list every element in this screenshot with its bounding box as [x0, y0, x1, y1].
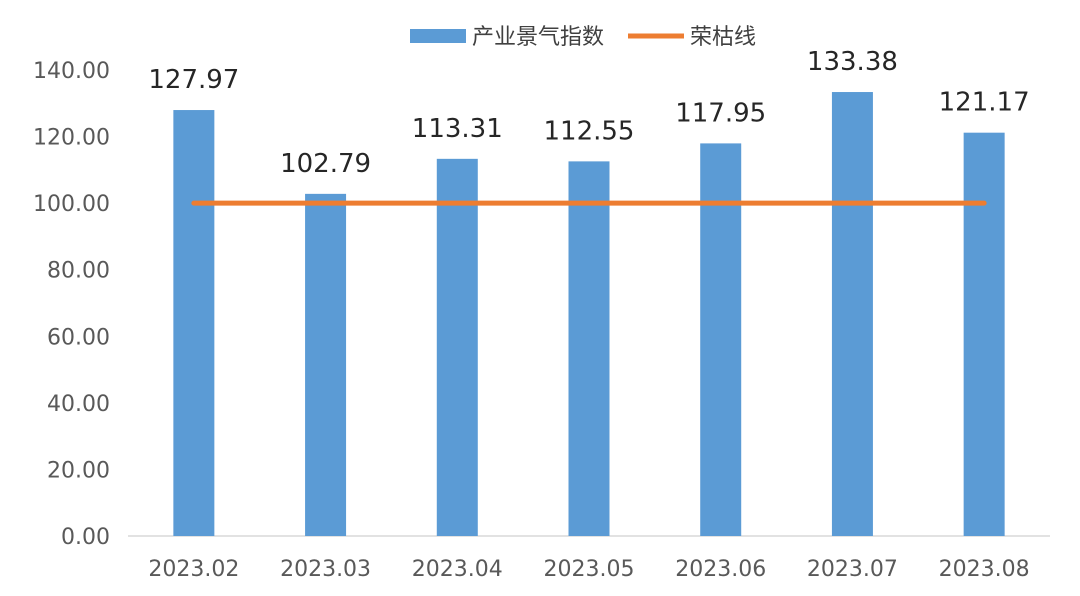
legend-bar-swatch — [410, 29, 466, 43]
data-label: 127.97 — [148, 65, 239, 95]
y-tick-label: 80.00 — [47, 259, 110, 284]
y-axis: 0.00 20.00 40.00 60.00 80.00 100.00 120.00 140.… — [33, 59, 110, 550]
bar-2023.08 — [963, 132, 1005, 536]
y-tick-label: 0.00 — [61, 525, 110, 550]
x-tick-label: 2023.06 — [675, 557, 766, 582]
x-tick-label: 2023.02 — [148, 557, 239, 582]
x-tick-label: 2023.04 — [412, 557, 503, 582]
legend-label-index: 产业景气指数 — [472, 25, 604, 50]
data-labels: 127.97 102.79 113.31 112.55 117.95 133.38 121.… — [148, 47, 1029, 179]
x-tick-label: 2023.08 — [939, 557, 1030, 582]
x-axis: 2023.02 2023.03 2023.04 2023.05 2023.06 2023.… — [148, 557, 1029, 582]
bar-2023.07 — [831, 92, 873, 536]
data-label: 133.38 — [807, 47, 898, 77]
data-label: 112.55 — [544, 116, 635, 146]
y-tick-label: 100.00 — [33, 192, 110, 217]
data-label: 113.31 — [412, 114, 503, 144]
x-tick-label: 2023.05 — [544, 557, 635, 582]
bar-2023.06 — [700, 143, 742, 536]
legend: 产业景气指数 荣枯线 — [410, 25, 756, 50]
data-label: 117.95 — [675, 98, 766, 128]
y-tick-label: 140.00 — [33, 59, 110, 84]
bar-2023.05 — [568, 161, 610, 536]
bars — [173, 92, 1005, 536]
x-tick-label: 2023.07 — [807, 557, 898, 582]
y-tick-label: 40.00 — [47, 392, 110, 417]
data-label: 102.79 — [280, 149, 371, 179]
data-label: 121.17 — [939, 88, 1030, 118]
legend-label-threshold: 荣枯线 — [690, 25, 756, 50]
bar-2023.02 — [173, 110, 215, 536]
y-tick-label: 120.00 — [33, 126, 110, 151]
bar-2023.04 — [436, 158, 478, 536]
x-tick-label: 2023.03 — [280, 557, 371, 582]
y-tick-label: 20.00 — [47, 458, 110, 483]
y-tick-label: 60.00 — [47, 325, 110, 350]
bar-2023.03 — [305, 193, 347, 536]
